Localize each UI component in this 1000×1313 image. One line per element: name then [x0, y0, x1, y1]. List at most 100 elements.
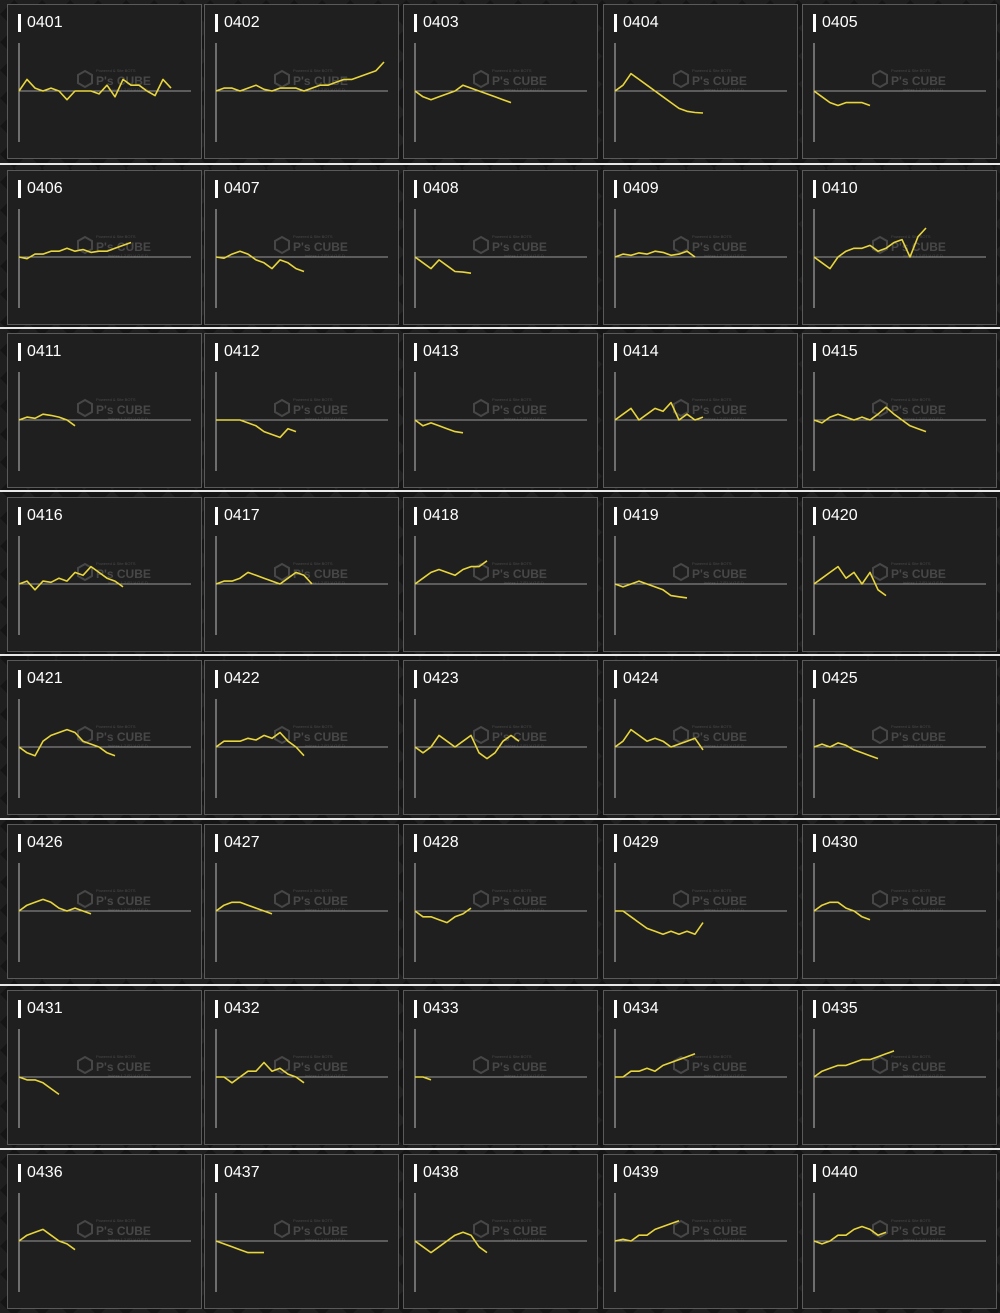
watermark-text: P's CUBE	[891, 567, 946, 581]
chart-title: 0431	[18, 1000, 63, 1018]
watermark-cube-icon	[274, 235, 290, 255]
chart-panel: 0402 P's CUBE Powered & Site BOTS indexx 1 …	[204, 4, 399, 159]
watermark-cube-icon	[473, 1219, 489, 1239]
watermark-small-top: Powered & Site BOTS	[492, 397, 532, 402]
watermark-small-top: Powered & Site BOTS	[891, 234, 931, 239]
watermark-cube-icon	[77, 1055, 93, 1075]
watermark-text: P's CUBE	[293, 403, 348, 417]
watermark-small-bottom: indexx 1 2 P? V O F D	[504, 416, 544, 421]
series-line	[215, 901, 273, 915]
watermark-text: P's CUBE	[96, 403, 151, 417]
watermark-cube-icon	[872, 1055, 888, 1075]
watermark-text: P's CUBE	[492, 1060, 547, 1074]
watermark-cube-icon	[77, 562, 93, 582]
watermark-small-top: Powered & Site BOTS	[293, 397, 333, 402]
chart-panel: 0437 P's CUBE Powered & Site BOTS indexx 1 …	[204, 1154, 399, 1309]
watermark-cube-icon	[673, 889, 689, 909]
series-line	[414, 560, 488, 585]
chart-title: 0414	[614, 343, 659, 361]
watermark-text: P's CUBE	[891, 74, 946, 88]
watermark-small-bottom: indexx 1 2 P? V O F D	[504, 1073, 544, 1078]
chart-title: 0409	[614, 180, 659, 198]
chart-title: 0421	[18, 670, 63, 688]
watermark-small-bottom: indexx 1 2 P? V O F D	[903, 253, 943, 258]
watermark-small-top: Powered & Site BOTS	[492, 724, 532, 729]
row-separator	[0, 490, 1000, 492]
series-line	[614, 401, 704, 421]
watermark-cube-icon	[274, 69, 290, 89]
watermark-small-bottom: indexx 1 2 P? V O F D	[305, 580, 345, 585]
watermark-cube-icon	[673, 398, 689, 418]
watermark-small-bottom: indexx 1 2 P? V O F D	[903, 743, 943, 748]
watermark-cube-icon	[274, 1055, 290, 1075]
watermark-small-bottom: indexx 1 2 P? V O F D	[504, 1237, 544, 1242]
watermark-text: P's CUBE	[692, 74, 747, 88]
chart-title: 0410	[813, 180, 858, 198]
watermark-small-bottom: indexx 1 2 P? V O F D	[704, 87, 744, 92]
chart-title: 0440	[813, 1164, 858, 1182]
chart-title: 0439	[614, 1164, 659, 1182]
watermark-small-bottom: indexx 1 2 P? V O F D	[504, 907, 544, 912]
series-line	[813, 1225, 887, 1245]
chart-title: 0411	[18, 343, 61, 361]
watermark-small-top: Powered & Site BOTS	[96, 234, 136, 239]
chart-title: 0438	[414, 1164, 459, 1182]
chart-panel: 0438 P's CUBE Powered & Site BOTS indexx 1 …	[403, 1154, 598, 1309]
watermark-cube-icon	[872, 562, 888, 582]
watermark-small-top: Powered & Site BOTS	[692, 68, 732, 73]
watermark-small-top: Powered & Site BOTS	[692, 561, 732, 566]
series-line	[614, 72, 704, 114]
row-separator	[0, 1148, 1000, 1150]
series-line	[614, 728, 704, 751]
watermark-cube-icon	[77, 889, 93, 909]
watermark-text: P's CUBE	[492, 730, 547, 744]
chart-panel: 0410 P's CUBE Powered & Site BOTS indexx 1 …	[802, 170, 997, 325]
chart-title: 0419	[614, 507, 659, 525]
watermark-small-bottom: indexx 1 2 P? V O F D	[704, 253, 744, 258]
series-line	[18, 565, 124, 591]
watermark-cube-icon	[274, 725, 290, 745]
chart-panel: 0414 P's CUBE Powered & Site BOTS indexx 1 …	[603, 333, 798, 488]
series-line	[813, 406, 927, 433]
watermark-small-bottom: indexx 1 2 P? V O F D	[108, 907, 148, 912]
watermark-cube-icon	[274, 398, 290, 418]
watermark-cube-icon	[673, 562, 689, 582]
watermark-small-top: Powered & Site BOTS	[891, 1218, 931, 1223]
watermark-text: P's CUBE	[96, 74, 151, 88]
series-line	[415, 1076, 432, 1081]
watermark-small-bottom: indexx 1 2 P? V O F D	[305, 743, 345, 748]
chart-panel: 0422 P's CUBE Powered & Site BOTS indexx 1 …	[204, 660, 399, 815]
chart-panel: 0413 P's CUBE Powered & Site BOTS indexx 1 …	[403, 333, 598, 488]
chart-panel: 0433 P's CUBE Powered & Site BOTS indexx 1 …	[403, 990, 598, 1145]
chart-title: 0403	[414, 14, 459, 32]
watermark-small-bottom: indexx 1 2 P? V O F D	[305, 416, 345, 421]
chart-panel: 0408 P's CUBE Powered & Site BOTS indexx 1 …	[403, 170, 598, 325]
chart-panel: 0436 P's CUBE Powered & Site BOTS indexx 1 …	[7, 1154, 202, 1309]
chart-panel: 0420 P's CUBE Powered & Site BOTS indexx 1 …	[802, 497, 997, 652]
watermark-small-top: Powered & Site BOTS	[293, 724, 333, 729]
watermark-text: P's CUBE	[692, 567, 747, 581]
chart-panel: 0424 P's CUBE Powered & Site BOTS indexx 1 …	[603, 660, 798, 815]
